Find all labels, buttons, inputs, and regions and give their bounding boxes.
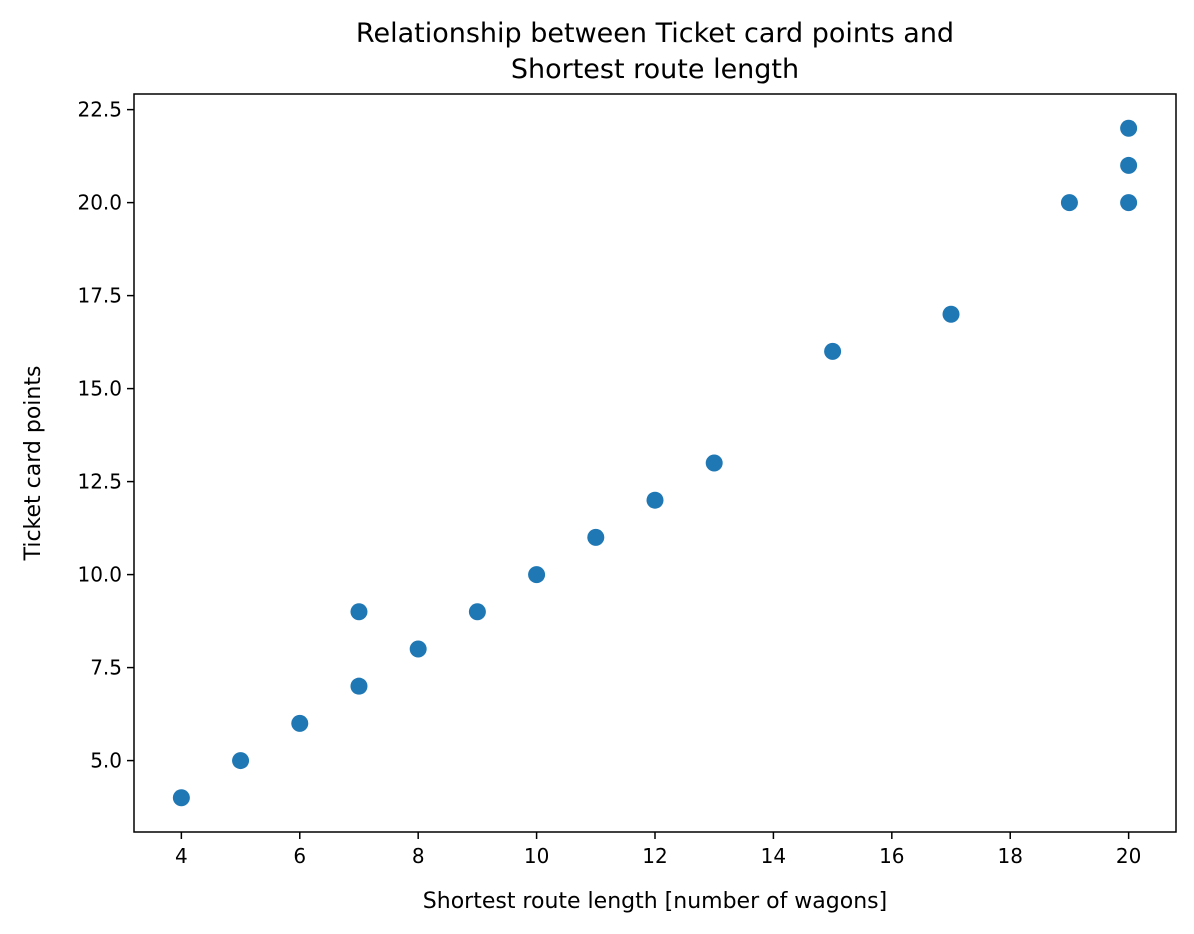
x-axis-ticks: 4 6 8 10 12 14 16 18 20 [175, 832, 1141, 868]
x-tick-label-2: 8 [412, 844, 425, 868]
data-point-5 [409, 640, 427, 658]
data-point-4 [350, 603, 368, 621]
y-tick-label-7: 22.5 [77, 98, 122, 122]
y-axis-label: Ticket card points [21, 366, 46, 562]
data-point-3 [350, 677, 368, 695]
y-axis-ticks: 5.0 7.5 10.0 12.5 15.0 17.5 20.0 22.5 [77, 98, 134, 773]
data-point-16 [1120, 119, 1138, 137]
x-tick-label-5: 14 [761, 844, 786, 868]
x-axis-label: Shortest route length [number of wagons] [423, 889, 887, 914]
data-point-9 [646, 491, 664, 509]
y-tick-label-0: 5.0 [90, 749, 122, 773]
x-tick-label-6: 16 [879, 844, 904, 868]
x-tick-label-0: 4 [175, 844, 188, 868]
data-point-8 [587, 528, 605, 546]
data-point-15 [1120, 156, 1138, 174]
plot-frame [133, 93, 1177, 833]
y-tick-label-1: 7.5 [90, 656, 122, 680]
data-point-7 [528, 566, 546, 584]
data-point-12 [942, 305, 960, 323]
x-tick-label-4: 12 [642, 844, 667, 868]
data-point-1 [232, 752, 250, 770]
data-point-10 [705, 454, 723, 472]
x-tick-label-1: 6 [293, 844, 306, 868]
x-tick-label-7: 18 [998, 844, 1023, 868]
y-tick-label-5: 17.5 [77, 284, 122, 308]
x-tick-label-8: 20 [1116, 844, 1141, 868]
y-tick-label-3: 12.5 [77, 470, 122, 494]
y-tick-label-2: 10.0 [77, 563, 122, 587]
data-point-11 [824, 342, 842, 360]
data-point-13 [1060, 194, 1078, 212]
chart-title-line-2: Shortest route length [511, 54, 799, 85]
data-point-0 [172, 789, 190, 807]
x-tick-label-3: 10 [524, 844, 549, 868]
data-point-2 [291, 714, 309, 732]
y-tick-label-6: 20.0 [77, 191, 122, 215]
y-tick-label-4: 15.0 [77, 377, 122, 401]
data-point-6 [468, 603, 486, 621]
data-points [172, 119, 1138, 807]
chart-title-line-1: Relationship between Ticket card points … [356, 18, 954, 49]
data-point-14 [1120, 194, 1138, 212]
